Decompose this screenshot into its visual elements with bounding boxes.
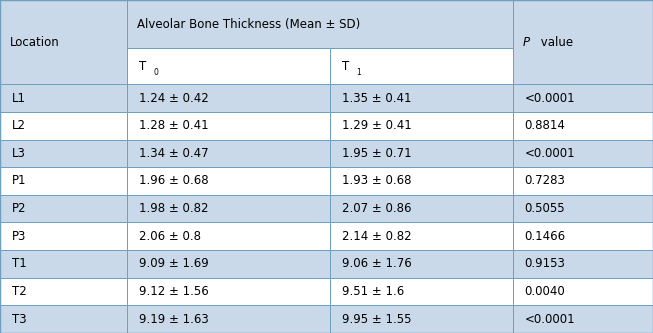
Text: 1.24 ± 0.42: 1.24 ± 0.42 (139, 92, 209, 105)
Text: Alveolar Bone Thickness (Mean ± SD): Alveolar Bone Thickness (Mean ± SD) (137, 18, 360, 31)
Text: 1.28 ± 0.41: 1.28 ± 0.41 (139, 119, 209, 132)
Text: L3: L3 (12, 147, 25, 160)
Bar (0, 112, 127, 140)
Text: 9.09 ± 1.69: 9.09 ± 1.69 (139, 257, 209, 270)
Text: 9.95 ± 1.55: 9.95 ± 1.55 (342, 313, 411, 326)
Bar (330, 305, 513, 333)
Text: 0.7283: 0.7283 (524, 174, 565, 187)
Bar (0, 0, 127, 84)
Text: 0.9153: 0.9153 (524, 257, 565, 270)
Bar (330, 167, 513, 195)
Bar (0, 305, 127, 333)
Text: 1: 1 (356, 68, 360, 77)
Text: 1.34 ± 0.47: 1.34 ± 0.47 (139, 147, 209, 160)
Text: 2.06 ± 0.8: 2.06 ± 0.8 (139, 230, 201, 243)
Text: value: value (537, 36, 573, 49)
Text: P3: P3 (12, 230, 26, 243)
Bar (513, 140, 653, 167)
Bar (0, 195, 127, 222)
Bar (330, 250, 513, 278)
Bar (513, 222, 653, 250)
Bar (127, 84, 330, 112)
Text: 0.1466: 0.1466 (524, 230, 565, 243)
Text: 2.14 ± 0.82: 2.14 ± 0.82 (342, 230, 411, 243)
Bar (0, 250, 127, 278)
Bar (513, 0, 653, 84)
Text: P1: P1 (12, 174, 26, 187)
Bar (127, 278, 330, 305)
Text: 0.0040: 0.0040 (524, 285, 565, 298)
Bar (330, 112, 513, 140)
Bar (0, 278, 127, 305)
Text: T3: T3 (12, 313, 26, 326)
Bar (330, 222, 513, 250)
Text: 9.19 ± 1.63: 9.19 ± 1.63 (139, 313, 209, 326)
Bar (127, 305, 330, 333)
Text: 0.8814: 0.8814 (524, 119, 565, 132)
Bar (513, 167, 653, 195)
Bar (127, 112, 330, 140)
Text: T2: T2 (12, 285, 27, 298)
Text: L2: L2 (12, 119, 25, 132)
Text: 0: 0 (153, 68, 158, 77)
Text: <0.0001: <0.0001 (524, 92, 575, 105)
Text: Location: Location (10, 36, 59, 49)
Text: 1.96 ± 0.68: 1.96 ± 0.68 (139, 174, 209, 187)
Text: 1.29 ± 0.41: 1.29 ± 0.41 (342, 119, 411, 132)
Bar (330, 84, 513, 112)
Bar (127, 195, 330, 222)
Text: 9.06 ± 1.76: 9.06 ± 1.76 (342, 257, 411, 270)
Text: T1: T1 (12, 257, 27, 270)
Text: T: T (139, 60, 146, 73)
Text: P2: P2 (12, 202, 26, 215)
Text: P: P (522, 36, 530, 49)
Text: 1.98 ± 0.82: 1.98 ± 0.82 (139, 202, 208, 215)
Bar (0, 140, 127, 167)
Text: 1.35 ± 0.41: 1.35 ± 0.41 (342, 92, 411, 105)
Bar (513, 250, 653, 278)
Bar (330, 48, 513, 84)
Bar (513, 112, 653, 140)
Text: 1.93 ± 0.68: 1.93 ± 0.68 (342, 174, 411, 187)
Bar (513, 278, 653, 305)
Bar (127, 0, 513, 48)
Text: <0.0001: <0.0001 (524, 147, 575, 160)
Text: 2.07 ± 0.86: 2.07 ± 0.86 (342, 202, 411, 215)
Text: 9.12 ± 1.56: 9.12 ± 1.56 (139, 285, 209, 298)
Text: 1.95 ± 0.71: 1.95 ± 0.71 (342, 147, 411, 160)
Bar (330, 278, 513, 305)
Bar (513, 84, 653, 112)
Bar (0, 167, 127, 195)
Bar (0, 84, 127, 112)
Text: <0.0001: <0.0001 (524, 313, 575, 326)
Bar (513, 195, 653, 222)
Text: 0.5055: 0.5055 (524, 202, 565, 215)
Bar (127, 167, 330, 195)
Text: 9.51 ± 1.6: 9.51 ± 1.6 (342, 285, 404, 298)
Bar (127, 222, 330, 250)
Text: T: T (342, 60, 349, 73)
Bar (0, 222, 127, 250)
Bar (127, 140, 330, 167)
Bar (127, 48, 330, 84)
Text: L1: L1 (12, 92, 25, 105)
Bar (513, 305, 653, 333)
Bar (330, 140, 513, 167)
Bar (127, 250, 330, 278)
Bar (330, 195, 513, 222)
